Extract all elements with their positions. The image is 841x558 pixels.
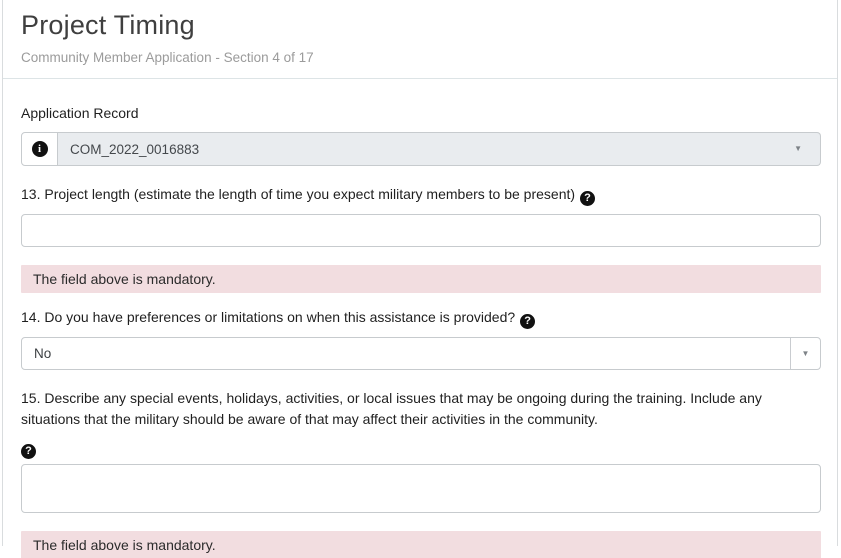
question-13-label: 13. Project length (estimate the length … (21, 184, 819, 206)
question-14-selected-value: No (34, 346, 52, 361)
question-13-text: 13. Project length (estimate the length … (21, 186, 576, 202)
question-14-label: 14. Do you have preferences or limitatio… (21, 307, 819, 329)
section-header: Project Timing Community Member Applicat… (3, 0, 837, 79)
question-15-error: The field above is mandatory. (21, 531, 821, 558)
chevron-down-icon: ▼ (794, 144, 802, 153)
application-record-group: i COM_2022_0016883 ▼ (21, 132, 821, 166)
chevron-down-icon: ▼ (801, 348, 810, 358)
question-13-input[interactable] (21, 214, 821, 247)
question-15-help-row: ? (21, 439, 819, 459)
question-15-text: 15. Describe any special events, holiday… (21, 390, 762, 427)
question-13-error: The field above is mandatory. (21, 265, 821, 293)
question-15-textarea[interactable] (21, 464, 821, 513)
application-record-info: i (21, 132, 58, 166)
application-record-select: COM_2022_0016883 ▼ (58, 132, 821, 166)
info-circle-icon: i (31, 141, 48, 157)
application-record-value: COM_2022_0016883 (70, 141, 200, 157)
help-circle-icon[interactable]: ? (580, 191, 596, 206)
question-15-label: 15. Describe any special events, holiday… (21, 388, 819, 430)
question-14-text: 14. Do you have preferences or limitatio… (21, 309, 516, 325)
question-14-dropdown-toggle[interactable]: ▼ (790, 338, 820, 369)
section-breadcrumb: Community Member Application - Section 4… (21, 50, 314, 65)
page-title: Project Timing (21, 10, 195, 40)
form-body: Application Record i COM_2022_0016883 ▼ … (3, 79, 837, 558)
help-circle-icon[interactable]: ? (520, 314, 536, 329)
application-record-label: Application Record (21, 105, 139, 121)
help-circle-icon[interactable]: ? (21, 443, 36, 459)
question-14-select[interactable]: No ▼ (21, 337, 821, 370)
